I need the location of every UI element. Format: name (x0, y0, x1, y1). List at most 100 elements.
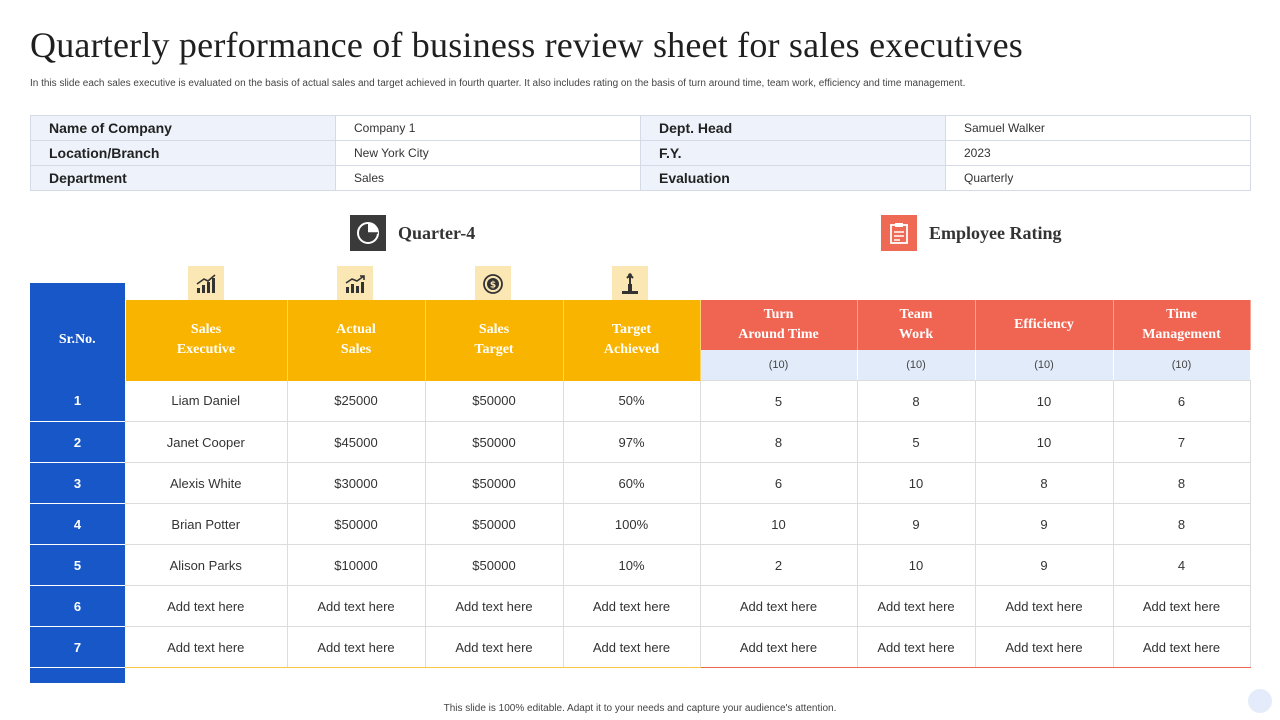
cell-name: Add text here (125, 626, 288, 668)
evaluation-label: Evaluation (640, 165, 946, 191)
table-row: 7 Add text here Add text here Add text here… (30, 626, 1251, 668)
review-table: Sr.No. Sales Executive Actual Sales Sales T… (30, 300, 1251, 668)
cell-eff: Add text here (975, 626, 1114, 668)
scale-row: (10) (10) (10) (10) (30, 350, 1251, 381)
dept-head-label: Dept. Head (640, 115, 946, 141)
cell-target: $50000 (425, 380, 564, 422)
cell-name: Alison Parks (125, 544, 288, 586)
cell-tat: 2 (700, 544, 858, 586)
fy-label: F.Y. (640, 140, 946, 166)
cell-tat: 10 (700, 503, 858, 545)
cell-tat: 6 (700, 462, 858, 504)
cell-achieved: 60% (563, 462, 701, 504)
header-time-management: Time Management (1113, 300, 1251, 350)
cell-actual: $50000 (287, 503, 426, 545)
table-row: 6 Add text here Add text here Add text here… (30, 585, 1251, 627)
row-number: 1 (30, 380, 125, 422)
cell-team: 10 (857, 544, 976, 586)
table-row: 5 Alison Parks $10000 $50000 10% 2 10 9 4 (30, 544, 1251, 586)
cell-target: Add text here (425, 626, 564, 668)
cell-tat: 8 (700, 421, 858, 463)
cell-actual: Add text here (287, 585, 426, 627)
cell-tat: Add text here (700, 585, 858, 627)
evaluation-value: Quarterly (945, 165, 1251, 191)
cell-target: $50000 (425, 544, 564, 586)
rising-bars-icon (337, 266, 373, 302)
cell-achieved: 10% (563, 544, 701, 586)
department-label: Department (30, 165, 336, 191)
scale-cell: (10) (700, 350, 858, 381)
cell-time: 4 (1113, 544, 1251, 586)
cell-target: $50000 (425, 462, 564, 504)
info-row: Department Sales Evaluation Quarterly (30, 165, 1251, 191)
svg-text:$: $ (490, 281, 496, 291)
corner-dot (1248, 689, 1272, 713)
cell-team: 10 (857, 462, 976, 504)
table-row: 2 Janet Cooper $45000 $50000 97% 8 5 10 7 (30, 421, 1251, 463)
cell-actual: $25000 (287, 380, 426, 422)
location-value: New York City (335, 140, 641, 166)
quarter-label: Quarter-4 (398, 222, 476, 243)
cell-tat: 5 (700, 380, 858, 422)
table-row: 1 Liam Daniel $25000 $50000 50% 5 8 10 6 (30, 380, 1251, 422)
header-sales-executive: Sales Executive (125, 300, 288, 381)
quarter-section-header: Quarter-4 (350, 215, 475, 251)
cell-actual: $30000 (287, 462, 426, 504)
cell-time: Add text here (1113, 626, 1251, 668)
company-label: Name of Company (30, 115, 336, 141)
cell-name: Brian Potter (125, 503, 288, 545)
header-team-work: Team Work (857, 300, 976, 350)
header-sr: Sr.No. (30, 300, 126, 381)
pie-chart-icon (350, 215, 386, 251)
row-number: 6 (30, 585, 125, 627)
growth-chart-icon (188, 266, 224, 302)
cell-team: Add text here (857, 626, 976, 668)
cell-actual: $45000 (287, 421, 426, 463)
cell-time: 7 (1113, 421, 1251, 463)
info-row: Location/Branch New York City F.Y. 2023 (30, 140, 1251, 166)
cell-team: 8 (857, 380, 976, 422)
header-turn-around-time: Turn Around Time (700, 300, 858, 350)
trophy-icon (612, 266, 648, 302)
cell-achieved: 50% (563, 380, 701, 422)
scale-cell: (10) (975, 350, 1114, 381)
rating-section-header: Employee Rating (881, 215, 1062, 251)
footer-note: This slide is 100% editable. Adapt it to… (443, 703, 837, 714)
header-sales-target: Sales Target (425, 300, 564, 381)
cell-name: Add text here (125, 585, 288, 627)
dollar-coin-icon: $ (475, 266, 511, 302)
cell-time: 8 (1113, 462, 1251, 504)
table-row: 3 Alexis White $30000 $50000 60% 6 10 8 8 (30, 462, 1251, 504)
info-table: Name of Company Company 1 Dept. Head Sam… (30, 115, 1251, 191)
row-number: 5 (30, 544, 125, 586)
header-row: Sr.No. Sales Executive Actual Sales Sales T… (30, 300, 1251, 381)
row-number: 7 (30, 626, 125, 668)
row-number: 2 (30, 421, 125, 463)
cell-achieved: Add text here (563, 626, 701, 668)
cell-team: 9 (857, 503, 976, 545)
cell-actual: $10000 (287, 544, 426, 586)
table-row: 4 Brian Potter $50000 $50000 100% 10 9 9 8 (30, 503, 1251, 545)
cell-name: Alexis White (125, 462, 288, 504)
fy-value: 2023 (945, 140, 1251, 166)
rating-label: Employee Rating (929, 222, 1062, 243)
header-target-achieved: Target Achieved (563, 300, 701, 381)
cell-team: 5 (857, 421, 976, 463)
cell-team: Add text here (857, 585, 976, 627)
cell-achieved: 97% (563, 421, 701, 463)
cell-name: Janet Cooper (125, 421, 288, 463)
cell-tat: Add text here (700, 626, 858, 668)
location-label: Location/Branch (30, 140, 336, 166)
cell-time: 6 (1113, 380, 1251, 422)
cell-target: $50000 (425, 421, 564, 463)
company-value: Company 1 (335, 115, 641, 141)
cell-eff: 8 (975, 462, 1114, 504)
cell-eff: 10 (975, 421, 1114, 463)
cell-time: 8 (1113, 503, 1251, 545)
cell-target: Add text here (425, 585, 564, 627)
clipboard-icon (881, 215, 917, 251)
cell-time: Add text here (1113, 585, 1251, 627)
cell-eff: 10 (975, 380, 1114, 422)
info-row: Name of Company Company 1 Dept. Head Sam… (30, 115, 1251, 141)
scale-cell: (10) (1113, 350, 1251, 381)
